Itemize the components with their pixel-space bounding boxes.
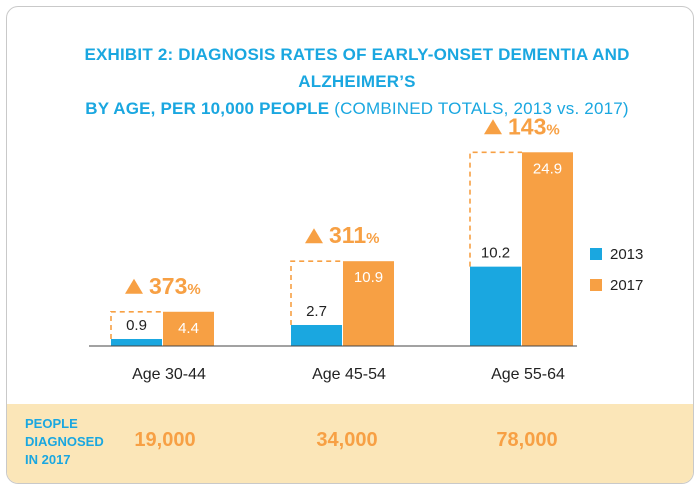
bar-2017 [343,261,394,346]
bar-value-label-2017: 24.9 [533,160,562,177]
dashed-comparison-outline [290,260,343,325]
legend-label-2017: 2017 [610,277,643,294]
chart-title: EXHIBIT 2: DIAGNOSIS RATES OF EARLY-ONSE… [37,41,677,122]
increase-percent-label: 311% [329,222,379,248]
legend-swatch-2013 [590,248,602,260]
footer-label: PEOPLE DIAGNOSED IN 2017 [25,415,135,469]
increase-percent-label: 373% [149,273,201,299]
x-tick-label: Age 45-54 [312,366,386,383]
dashed-comparison-outline [110,310,163,339]
up-triangle-icon [484,119,502,135]
bar-chart: 0.9 4.4 373% Age 30-44 2.7 10.9 311% Age 45-54 1… [89,113,643,383]
bar-value-label-2013: 0.9 [126,317,147,334]
bar-value-label-2017: 4.4 [178,320,199,337]
legend-label-2013: 2013 [610,246,643,263]
bar-2013 [470,266,521,346]
footer-value-age-45-54: 34,000 [316,429,378,451]
bar-2013 [291,324,342,346]
increase-percent-label: 143% [508,113,560,139]
footer-label-line: PEOPLE [25,416,78,431]
up-triangle-icon [125,278,143,294]
title-line-2: BY AGE, PER 10,000 PEOPLE (COMBINED TOTA… [37,95,677,122]
title-line-2-subtitle: (COMBINED TOTALS, 2013 vs. 2017) [334,99,629,118]
bar-2017 [163,311,214,346]
title-line-1: EXHIBIT 2: DIAGNOSIS RATES OF EARLY-ONSE… [84,45,630,91]
title-line-2-bold: BY AGE, PER 10,000 PEOPLE [85,99,330,118]
legend-swatch-2017 [590,279,602,291]
bar-value-label-2013: 10.2 [481,245,510,262]
bar-value-label-2017: 10.9 [354,269,383,286]
footer-label-line: IN 2017 [25,452,71,467]
bar-2017 [522,152,573,346]
bar-value-label-2013: 2.7 [306,303,327,320]
footer-label-line: DIAGNOSED [25,434,104,449]
footer-band: PEOPLE DIAGNOSED IN 2017 19,000 34,000 7… [7,404,693,483]
footer-value-age-55-64: 78,000 [496,429,558,451]
footer-value-age-30-44: 19,000 [134,429,196,451]
exhibit-card: EXHIBIT 2: DIAGNOSIS RATES OF EARLY-ONSE… [6,6,694,484]
x-tick-label: Age 55-64 [491,366,565,383]
x-tick-label: Age 30-44 [132,366,206,383]
up-triangle-icon [305,228,323,244]
bar-2013 [111,338,162,346]
dashed-comparison-outline [469,151,522,267]
